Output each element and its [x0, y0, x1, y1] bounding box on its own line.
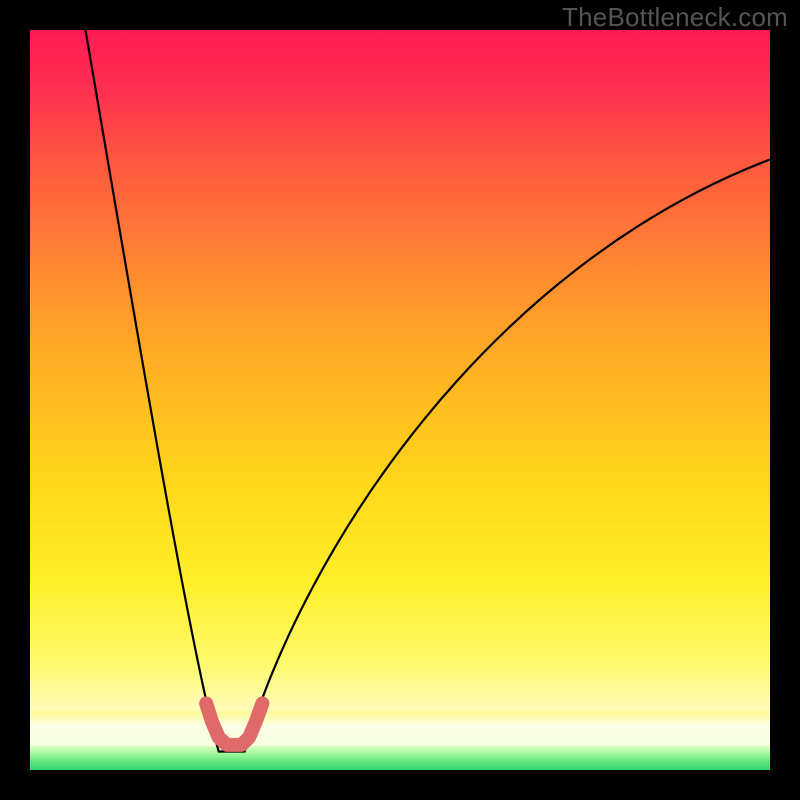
- plot-area: [30, 30, 770, 770]
- bottleneck-curve: [86, 30, 771, 752]
- notch-marker: [206, 703, 262, 744]
- curve-svg: [30, 30, 770, 770]
- chart-canvas: TheBottleneck.com: [0, 0, 800, 800]
- watermark-text: TheBottleneck.com: [562, 2, 788, 33]
